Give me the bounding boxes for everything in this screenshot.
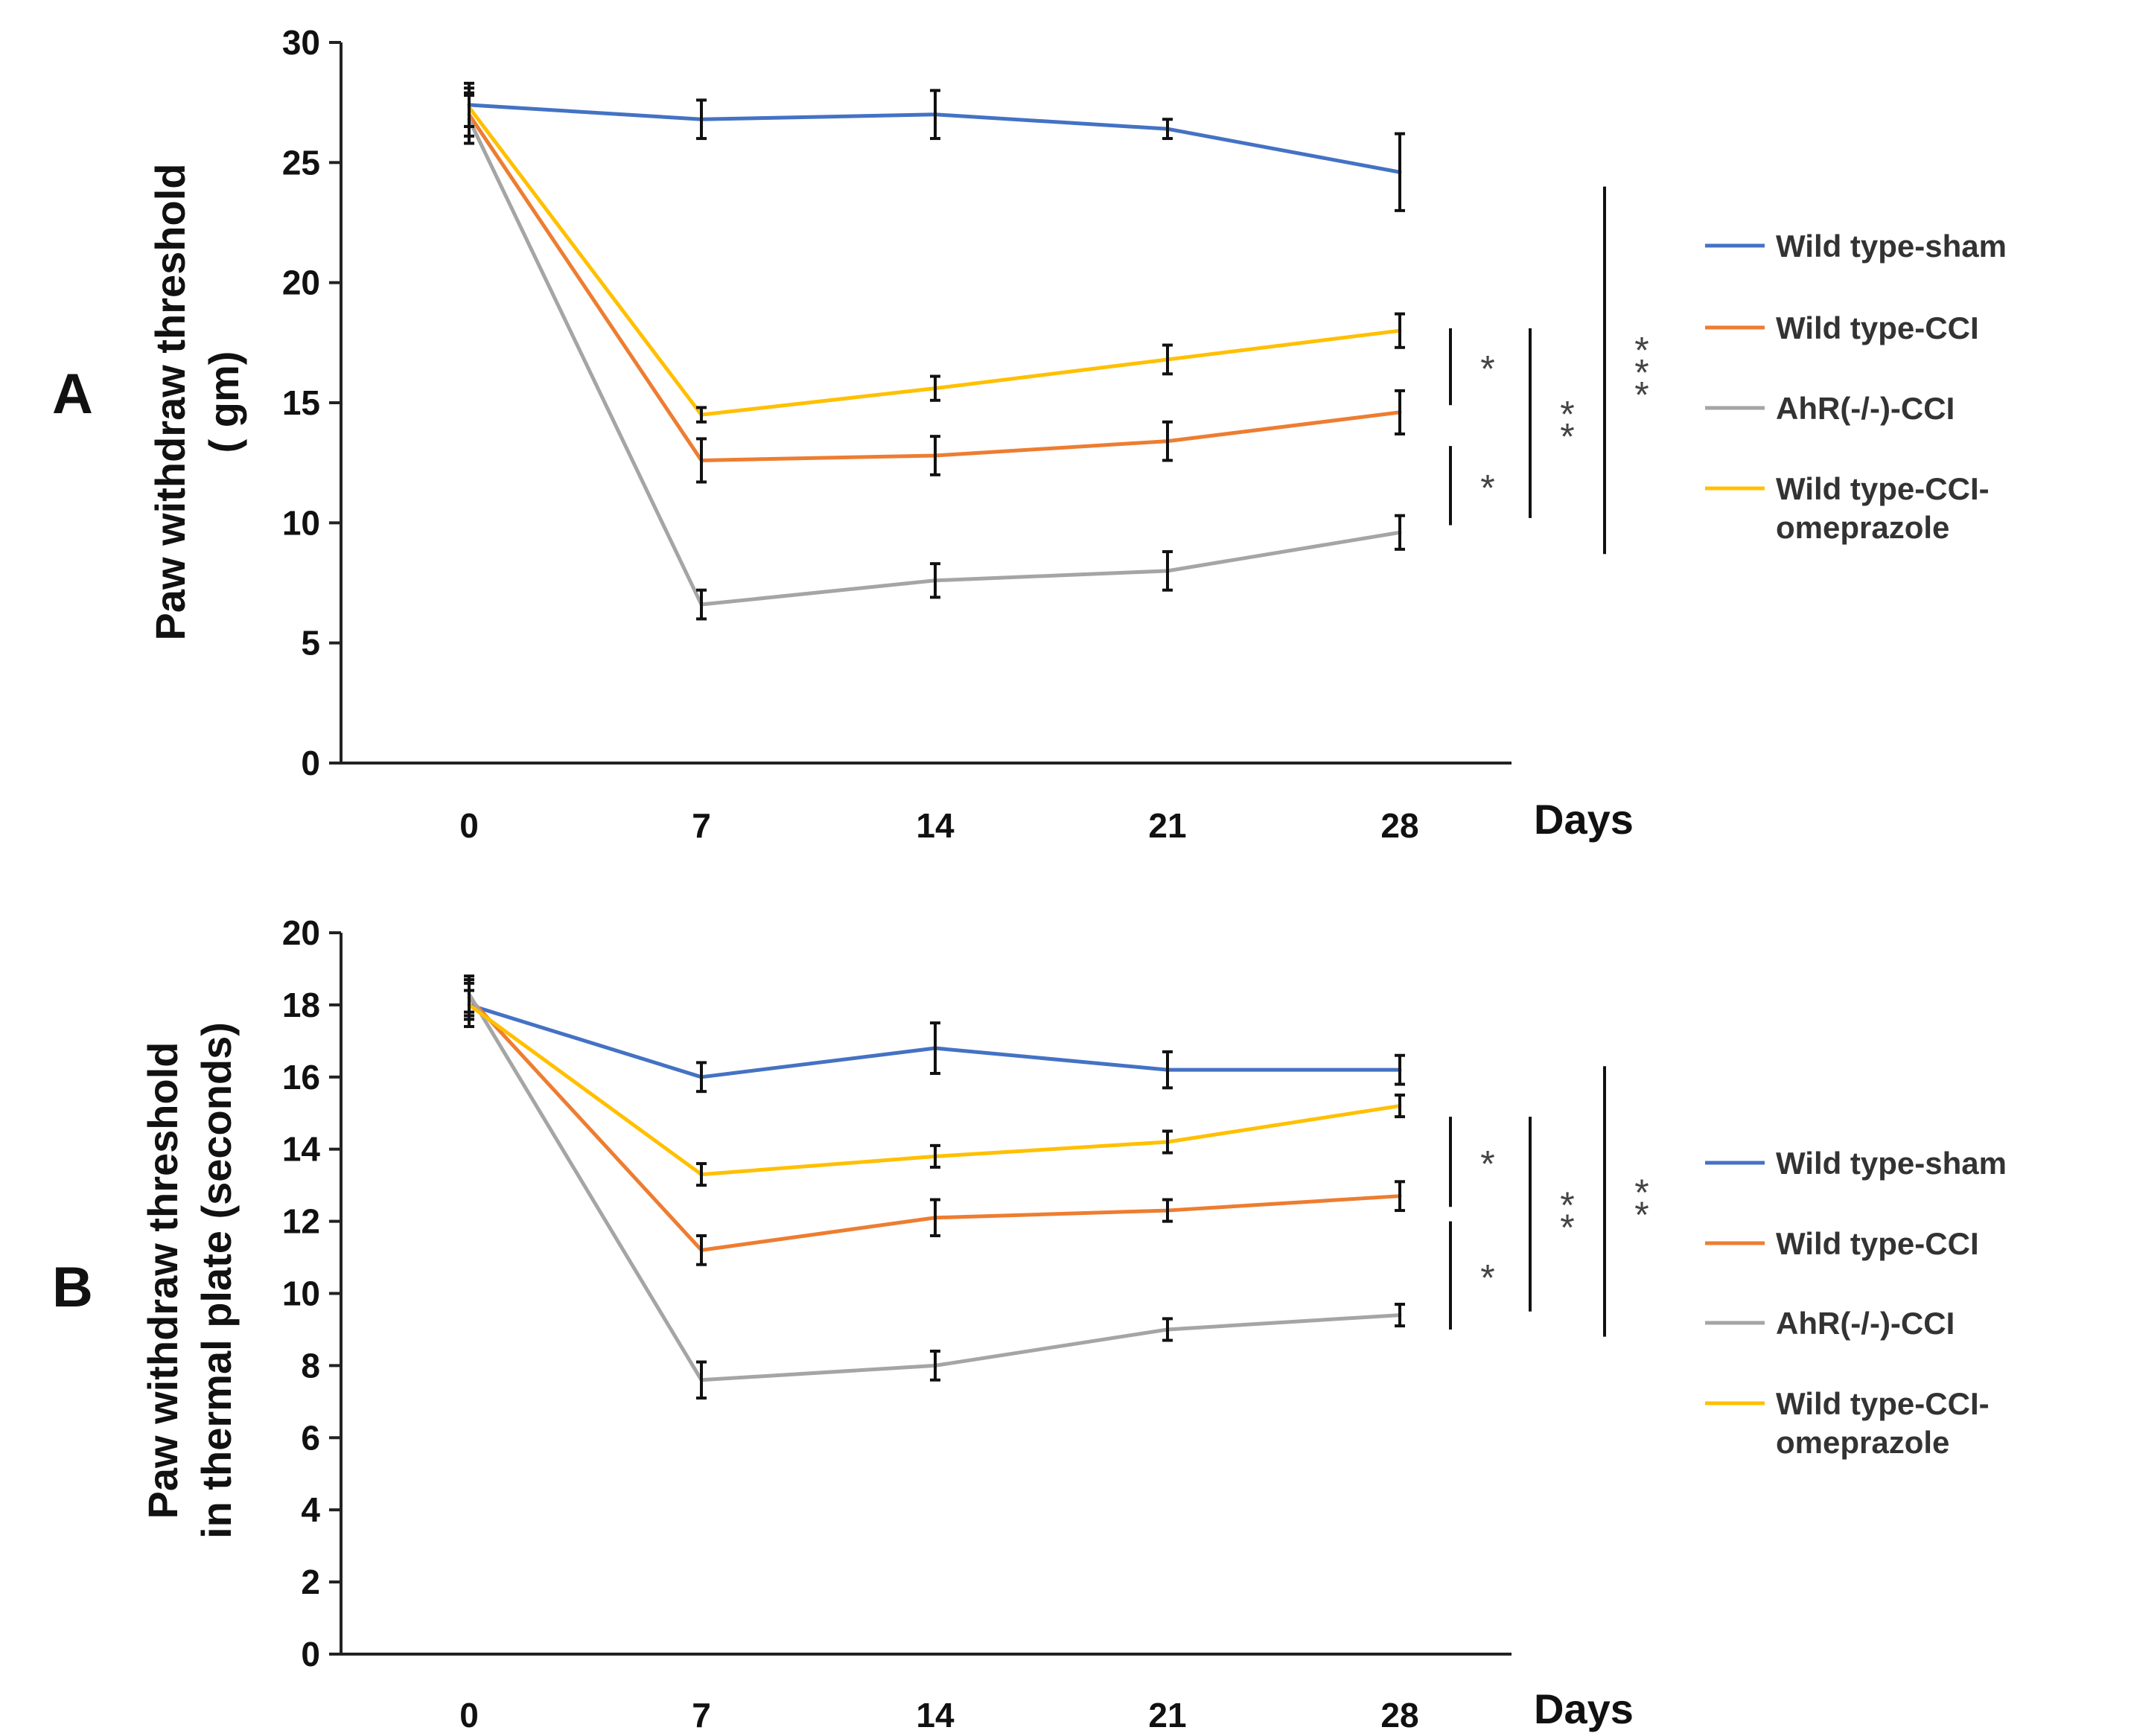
panel-b-y-axis-title: Paw withdraw threshold: [139, 1042, 186, 1519]
panel-b-legend-label: omeprazole: [1776, 1425, 1949, 1460]
panel-a-significance-star: *: [1480, 467, 1494, 508]
panel-a-significance-star: *: [1634, 351, 1649, 393]
panel-b-x-tick-label: 14: [916, 1696, 955, 1735]
panel-a-significance-star: *: [1560, 393, 1574, 435]
panel-a-legend-label: AhR(-/-)-CCI: [1776, 391, 1955, 426]
panel-a-y-tick-label: 5: [301, 624, 320, 663]
panel-a-x-tick-label: 14: [916, 806, 955, 845]
panel-b-chart: 0 2 4 6 8 10 12 14 16 18 20 0 7 14 21 28 Days Paw withdra…: [52, 913, 2007, 1735]
panel-a-x-tick-label: 28: [1380, 806, 1418, 845]
panel-b-significance-star: *: [1480, 1143, 1494, 1185]
panel-a-x-tick-label: 21: [1148, 806, 1186, 845]
panel-b-x-tick-label: 28: [1380, 1696, 1418, 1735]
panel-b-y-tick-label: 18: [282, 986, 320, 1024]
panel-a-y-tick-label: 20: [282, 264, 320, 302]
panel-b-legend-label: AhR(-/-)-CCI: [1776, 1306, 1955, 1341]
panel-b-x-tick-label: 7: [692, 1696, 711, 1735]
panel-b-panel-label: B: [52, 1256, 93, 1319]
panel-b-y-tick-label: 16: [282, 1058, 320, 1097]
panel-b-legend-label: Wild type-CCI: [1776, 1226, 1979, 1261]
panel-b-significance-star: *: [1560, 1207, 1574, 1248]
panel-b-y-tick-label: 8: [301, 1346, 320, 1385]
panel-b-y-tick-label: 6: [301, 1418, 320, 1457]
panel-a-y-tick-label: 0: [301, 744, 320, 782]
panel-b-y-tick-label: 12: [282, 1202, 320, 1241]
panel-a-y-tick-label: 30: [282, 23, 320, 62]
panel-b-significance-star: *: [1634, 1172, 1649, 1213]
panel-a-significance-star: *: [1634, 374, 1649, 415]
panel-a-y-tick-label: 25: [282, 143, 320, 182]
panel-b-significance-star: *: [1480, 1257, 1494, 1298]
panel-a-y-axis-title: ( gm): [200, 351, 247, 453]
panel-a-y-tick-label: 15: [282, 383, 320, 422]
panel-b-significance-star: *: [1634, 1194, 1649, 1236]
panel-a-x-tick-label: 7: [692, 806, 711, 845]
panel-b-y-axis-title: in thermal plate (seconds): [193, 1022, 240, 1539]
panel-a-legend-label: Wild type-CCI-: [1776, 471, 1990, 506]
panel-b-x-tick-label: 21: [1148, 1696, 1186, 1735]
panel-a-y-axis-title: Paw withdraw threshold: [147, 164, 194, 641]
panel-a-legend-label: Wild type-sham: [1776, 229, 2007, 264]
panel-b-y-tick-label: 10: [282, 1274, 320, 1313]
panel-b-y-tick-label: 20: [282, 913, 320, 952]
panel-a-x-tick-label: 0: [459, 806, 479, 845]
panel-a-significance-star: *: [1634, 329, 1649, 371]
panel-b-legend-label: Wild type-sham: [1776, 1146, 2007, 1181]
panel-b-significance-star: *: [1560, 1184, 1574, 1226]
panel-b-y-tick-label: 4: [301, 1490, 320, 1529]
panel-a-chart: 0 5 10 15 20 25 30 0 7 14 21 28 Days Paw withdraw thr…: [52, 23, 2007, 845]
panel-b-y-tick-label: 2: [301, 1563, 320, 1601]
panel-a-legend-label: Wild type-CCI: [1776, 310, 1979, 345]
panel-b-y-tick-label: 0: [301, 1635, 320, 1673]
panel-a-significance-star: *: [1480, 348, 1494, 390]
panel-a-legend-label: omeprazole: [1776, 510, 1949, 545]
panel-b-legend-label: Wild type-CCI-: [1776, 1386, 1990, 1421]
panel-b-x-tick-label: 0: [459, 1696, 479, 1735]
panel-a-significance-star: *: [1560, 415, 1574, 457]
panel-a-x-axis-title: Days: [1534, 796, 1634, 843]
panel-b-y-tick-label: 14: [282, 1130, 321, 1169]
panel-a-y-tick-label: 10: [282, 503, 320, 542]
panel-b-x-axis-title: Days: [1534, 1685, 1634, 1732]
panel-a-panel-label: A: [52, 363, 93, 426]
